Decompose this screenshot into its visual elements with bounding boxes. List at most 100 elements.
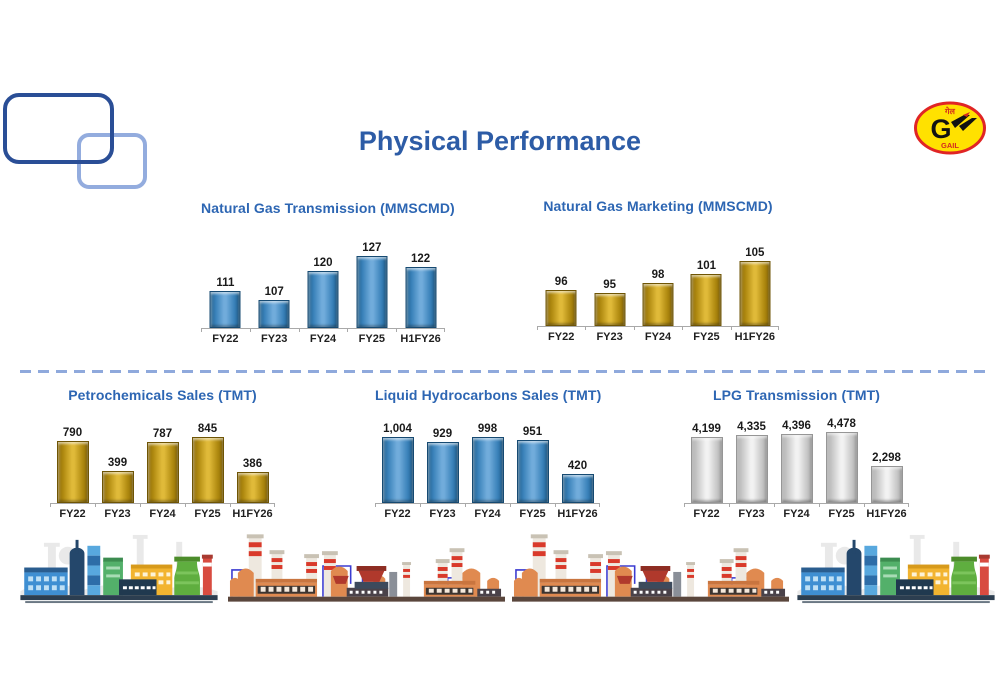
bar-value-label: 1,004 (383, 423, 412, 435)
axis-tick (95, 503, 96, 507)
bar (594, 293, 626, 326)
gail-logo-stripe-2 (959, 118, 977, 131)
category-axis: FY22 FY23 FY24 FY25 H1FY26 (201, 333, 445, 345)
dashed-divider (20, 370, 985, 373)
category-label: H1FY26 (400, 333, 441, 345)
chart-liquid-hydrocarbons-sales-tmt: Liquid Hydrocarbons Sales (TMT) 1,004 929 9… (375, 387, 601, 520)
axis-tick (633, 326, 635, 330)
axis-tick (585, 326, 587, 330)
category-label: FY24 (149, 508, 176, 520)
bar-value-label: 96 (554, 276, 568, 288)
plot-area: 790 399 787 845 386 (50, 407, 275, 507)
category-label: FY23 (429, 508, 456, 520)
axis-tick (201, 328, 202, 332)
category-label: FY24 (783, 508, 810, 520)
bar (381, 437, 414, 503)
axis-tick (555, 503, 556, 507)
bar-value-label: 111 (216, 277, 235, 289)
axis-tick (274, 503, 275, 507)
bar-value-label: 2,298 (872, 452, 901, 464)
category-label: FY22 (212, 333, 239, 345)
axis-tick (140, 503, 141, 507)
bar-value-label: 845 (197, 423, 218, 435)
chart-petrochemicals-sales-tmt: Petrochemicals Sales (TMT) 790 399 787 845 38… (50, 387, 275, 520)
gail-logo-brand-text: GAIL (941, 141, 959, 150)
factory-illustration-refinery-left (228, 527, 505, 607)
bar-column: 1,004 (375, 407, 420, 503)
page-title: Physical Performance (358, 126, 642, 156)
category-label: H1FY26 (734, 331, 775, 343)
plot-area: 111 107 120 127 122 (201, 220, 445, 332)
gail-logo-graphic: गेल G GAIL (914, 101, 986, 155)
bar-value-label: 386 (242, 458, 263, 470)
axis-tick (774, 503, 775, 507)
bar-value-label: 122 (410, 253, 431, 265)
bar (101, 471, 134, 503)
category-label: FY24 (309, 333, 337, 345)
plot-area: 96 95 98 101 105 (537, 218, 779, 330)
bar-value-label: 105 (745, 247, 765, 259)
category-label: FY24 (474, 508, 501, 520)
bar-column: 96 (537, 218, 585, 326)
category-axis: FY22 FY23 FY24 FY25 H1FY26 (50, 508, 275, 520)
category-label: H1FY26 (557, 508, 598, 520)
bar-column: 790 (50, 407, 95, 503)
bar-value-label: 4,335 (737, 421, 766, 433)
bar-column: 845 (185, 407, 230, 503)
axis-tick (420, 503, 421, 507)
bar (516, 440, 549, 503)
axis-tick (298, 328, 300, 332)
bar-value-label: 4,396 (782, 420, 811, 432)
bar (471, 437, 504, 503)
bar-column: 2,298 (864, 407, 909, 503)
category-label: FY22 (384, 508, 411, 520)
category-label: H1FY26 (232, 508, 273, 520)
gail-logo-stripe-1 (951, 115, 970, 128)
bar (405, 267, 437, 328)
bar-column: 107 (250, 220, 299, 328)
bar-value-label: 98 (651, 269, 665, 281)
bar-column: 386 (230, 407, 275, 503)
bar-value-label: 101 (696, 260, 717, 272)
axis-tick (444, 328, 445, 332)
bar-column: 101 (682, 218, 730, 326)
chart-natural-gas-marketing-mmscmd: Natural Gas Marketing (MMSCMD) 96 95 98 101 1… (537, 198, 779, 343)
bar-column: 399 (95, 407, 140, 503)
bar-column: 95 (585, 218, 633, 326)
bar-column: 105 (731, 218, 779, 326)
category-label: FY23 (261, 333, 288, 345)
gail-logo-g-mark: G (930, 114, 951, 144)
axis-tick (50, 503, 51, 507)
bar-value-label: 107 (264, 286, 284, 298)
bar-column: 4,335 (729, 407, 774, 503)
axis-tick (230, 503, 231, 507)
bar-value-label: 420 (567, 460, 588, 472)
bar-column: 998 (465, 407, 510, 503)
bar-column: 111 (201, 220, 250, 328)
gail-logo-flame-accent (963, 112, 970, 117)
bar-value-label: 4,199 (692, 423, 721, 435)
category-axis: FY22 FY23 FY24 FY25 H1FY26 (537, 331, 779, 343)
bar (642, 283, 674, 326)
bar (561, 474, 594, 503)
bar-column: 951 (510, 407, 555, 503)
category-label: FY22 (548, 331, 575, 343)
bar-value-label: 929 (432, 428, 453, 440)
axis-tick (537, 326, 538, 330)
bar (825, 432, 858, 503)
plot-area: 4,199 4,335 4,396 4,478 2,298 (684, 407, 909, 507)
axis-tick (682, 326, 684, 330)
axis-tick (778, 326, 779, 330)
bar-value-label: 951 (522, 426, 543, 438)
axis-tick (599, 503, 600, 507)
factory-illustration-colorful-left (20, 530, 218, 607)
bar-column: 787 (140, 407, 185, 503)
bar (870, 466, 903, 503)
bar-column: 98 (634, 218, 682, 326)
bar-value-label: 998 (477, 423, 498, 435)
chart-natural-gas-transmission-mmscmd: Natural Gas Transmission (MMSCMD) 111 107 1… (201, 200, 455, 345)
bar (690, 274, 722, 326)
bar-value-label: 127 (362, 242, 382, 254)
bar (356, 256, 388, 328)
axis-tick (465, 503, 466, 507)
